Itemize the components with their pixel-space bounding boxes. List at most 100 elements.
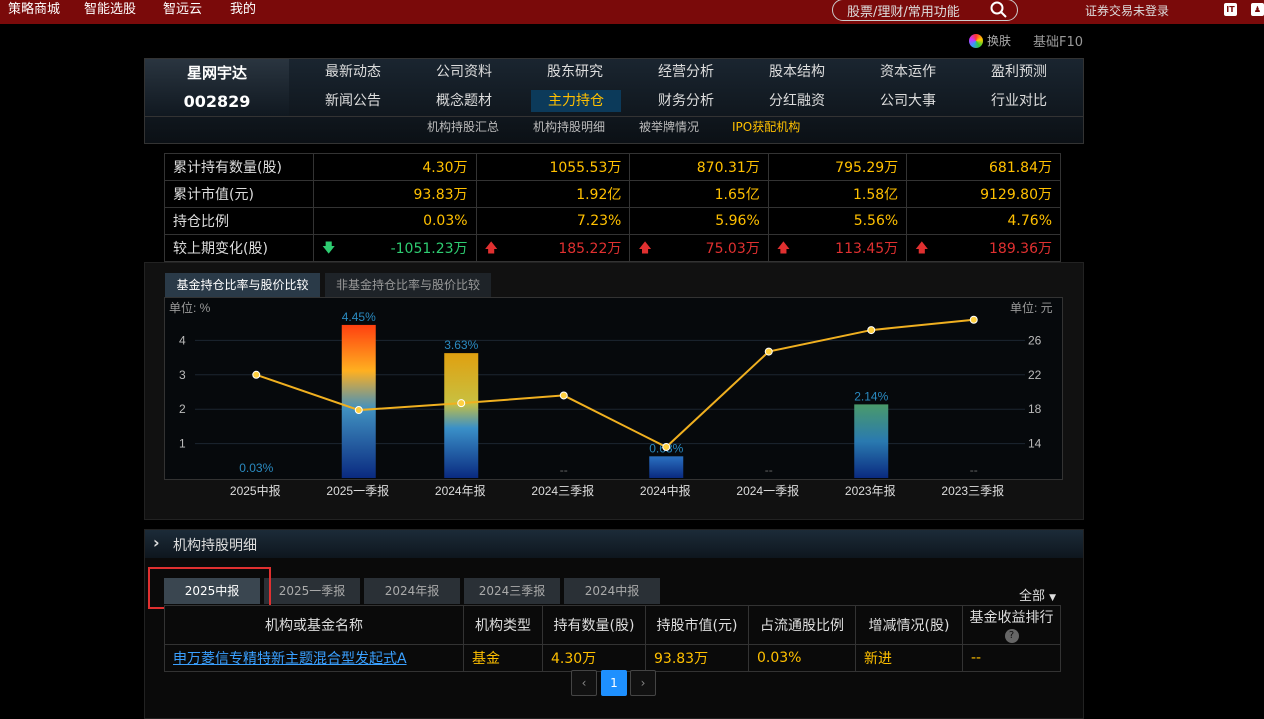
help-icon[interactable]: ?	[1004, 629, 1019, 643]
page-1-button[interactable]: 1	[601, 670, 627, 696]
price-point	[559, 391, 568, 400]
nav-earnings-forecast[interactable]: 盈利预测	[991, 64, 1047, 80]
table-row: 较上期变化(股) 🡇 -1051.23万 🡅 185.22万 🡅 75.03万 🡅 11…	[164, 234, 1061, 262]
bar-value-label: 4.45%	[342, 310, 376, 324]
holding-qty: 4.30万	[542, 644, 646, 672]
table-cell: 870.31万	[629, 153, 769, 181]
bar-value-label: --	[560, 463, 568, 477]
price-point	[457, 399, 466, 408]
arrow-up-icon: 🡅	[638, 241, 652, 256]
col-header: 机构或基金名称	[164, 605, 464, 645]
fund-rank: --	[962, 644, 1061, 672]
nav-company-events[interactable]: 公司大事	[880, 93, 936, 109]
y-left-tick-label: 2	[179, 402, 186, 416]
tab-nonfund-ratio-vs-price[interactable]: 非基金持仓比率与股价比较	[325, 273, 491, 297]
filter-select[interactable]: 全部 ▼	[1019, 589, 1057, 604]
menu-strategy-mall[interactable]: 策略商城	[8, 2, 61, 17]
menu-zhiyuan-cloud[interactable]: 智远云	[163, 2, 203, 17]
skin-label: 换肤	[987, 34, 1012, 48]
search-icon[interactable]	[989, 0, 1009, 20]
prev-page-button[interactable]: ‹	[571, 670, 597, 696]
row-label: 累计市值(元)	[164, 180, 314, 208]
table-cell: 🡅 185.22万	[475, 234, 631, 262]
table-cell: 7.23%	[475, 207, 631, 235]
institution-name-link[interactable]: 申万菱信专精特新主题混合型发起式A	[164, 644, 464, 672]
institution-detail-table: 机构或基金名称 机构类型 持有数量(股) 持股市值(元) 占流通股比例 增减情况…	[164, 605, 1061, 672]
nav-news-announcements[interactable]: 新闻公告	[325, 93, 381, 109]
table-row: 持仓比例 0.03% 7.23% 5.96% 5.56% 4.76%	[164, 207, 1061, 235]
subnav-ipo-allocation[interactable]: IPO获配机构	[732, 120, 801, 134]
row-label: 累计持有数量(股)	[164, 153, 314, 181]
tab-period-2024-annual[interactable]: 2024年报	[364, 578, 460, 604]
nav-latest-news[interactable]: 最新动态	[325, 64, 381, 80]
table-cell: 795.29万	[767, 153, 908, 181]
change-status: 新进	[855, 644, 963, 672]
table-cell: 1.65亿	[629, 180, 769, 208]
bar	[341, 324, 376, 478]
tab-period-2025-mid[interactable]: 2025中报	[164, 578, 260, 604]
x-tick-label: 2024中报	[640, 483, 691, 498]
table-cell: 4.30万	[313, 153, 477, 181]
x-tick-label: 2025一季报	[326, 483, 389, 498]
bar	[854, 404, 889, 478]
subnav-institution-detail[interactable]: 机构持股明细	[533, 120, 606, 134]
bar-value-label: --	[765, 463, 773, 477]
table-cell: 93.83万	[313, 180, 477, 208]
row-label: 较上期变化(股)	[164, 234, 314, 262]
col-header: 机构类型	[463, 605, 543, 645]
col-header: 增减情况(股)	[855, 605, 963, 645]
col-header: 占流通股比例	[748, 605, 856, 645]
nav-operation-analysis[interactable]: 经营分析	[658, 64, 714, 80]
nav-company-info[interactable]: 公司资料	[436, 64, 492, 80]
table-cell: 4.76%	[906, 207, 1061, 235]
menu-smart-stock[interactable]: 智能选股	[84, 2, 137, 17]
y-left-unit-label: 单位: %	[169, 300, 211, 315]
tab-fund-ratio-vs-price[interactable]: 基金持仓比率与股价比较	[165, 273, 320, 297]
nav-financial-analysis[interactable]: 财务分析	[658, 93, 714, 109]
login-status[interactable]: 证券交易未登录	[1085, 4, 1170, 18]
nav-shareholder-research[interactable]: 股东研究	[547, 64, 603, 80]
y-right-tick-label: 22	[1028, 368, 1042, 382]
basic-f10-link[interactable]: 基础F10	[1033, 35, 1084, 50]
price-point	[969, 315, 978, 324]
bar-value-label: 3.63%	[444, 338, 478, 352]
nav-capital-operation[interactable]: 资本运作	[880, 64, 936, 80]
palette-icon	[969, 34, 983, 48]
x-tick-label: 2025中报	[230, 483, 281, 498]
search-box[interactable]: 股票/理财/常用功能	[832, 0, 1018, 21]
table-cell: 1.58亿	[767, 180, 908, 208]
tab-period-2024-q3[interactable]: 2024三季报	[464, 578, 560, 604]
search-input[interactable]: 股票/理财/常用功能	[847, 5, 960, 20]
x-tick-label: 2024一季报	[736, 483, 799, 498]
tab-period-2024-mid[interactable]: 2024中报	[564, 578, 660, 604]
stock-id-block: 星网宇达 002829	[145, 59, 289, 116]
top-menu-bar: 策略商城 智能选股 智远云 我的 股票/理财/常用功能 证券交易未登录 IT ♟	[0, 0, 1264, 24]
nav-concepts[interactable]: 概念题材	[436, 93, 492, 109]
chevron-right-icon[interactable]: ›	[153, 533, 160, 552]
user-icon[interactable]: ♟	[1251, 3, 1264, 16]
tab-period-2025-q1[interactable]: 2025一季报	[264, 578, 360, 604]
section-header: › 机构持股明细	[145, 530, 1083, 558]
nav-dividend-financing[interactable]: 分红融资	[769, 93, 825, 109]
y-left-tick-label: 4	[179, 333, 186, 347]
x-tick-label: 2024年报	[435, 483, 486, 498]
section-title: 机构持股明细	[173, 538, 257, 554]
y-left-tick-label: 1	[179, 437, 186, 451]
nav-capital-structure[interactable]: 股本结构	[769, 64, 825, 80]
y-right-tick-label: 18	[1028, 402, 1042, 416]
arrow-up-icon: 🡅	[915, 241, 929, 256]
skin-button[interactable]: 换肤	[969, 32, 1011, 49]
menu-mine[interactable]: 我的	[230, 2, 257, 17]
nav-industry-compare[interactable]: 行业对比	[991, 93, 1047, 109]
bar-value-label: 2.14%	[854, 389, 888, 403]
subnav-stake-placard[interactable]: 被举牌情况	[639, 120, 700, 134]
app-icon[interactable]: IT	[1224, 3, 1237, 16]
arrow-up-icon: 🡅	[484, 241, 498, 256]
bar	[649, 456, 684, 478]
next-page-button[interactable]: ›	[630, 670, 656, 696]
subnav-institution-summary[interactable]: 机构持股汇总	[427, 120, 500, 134]
bar-value-label: --	[970, 463, 978, 477]
nav-main-holdings[interactable]: 主力持仓	[531, 90, 621, 112]
price-point	[252, 370, 261, 379]
